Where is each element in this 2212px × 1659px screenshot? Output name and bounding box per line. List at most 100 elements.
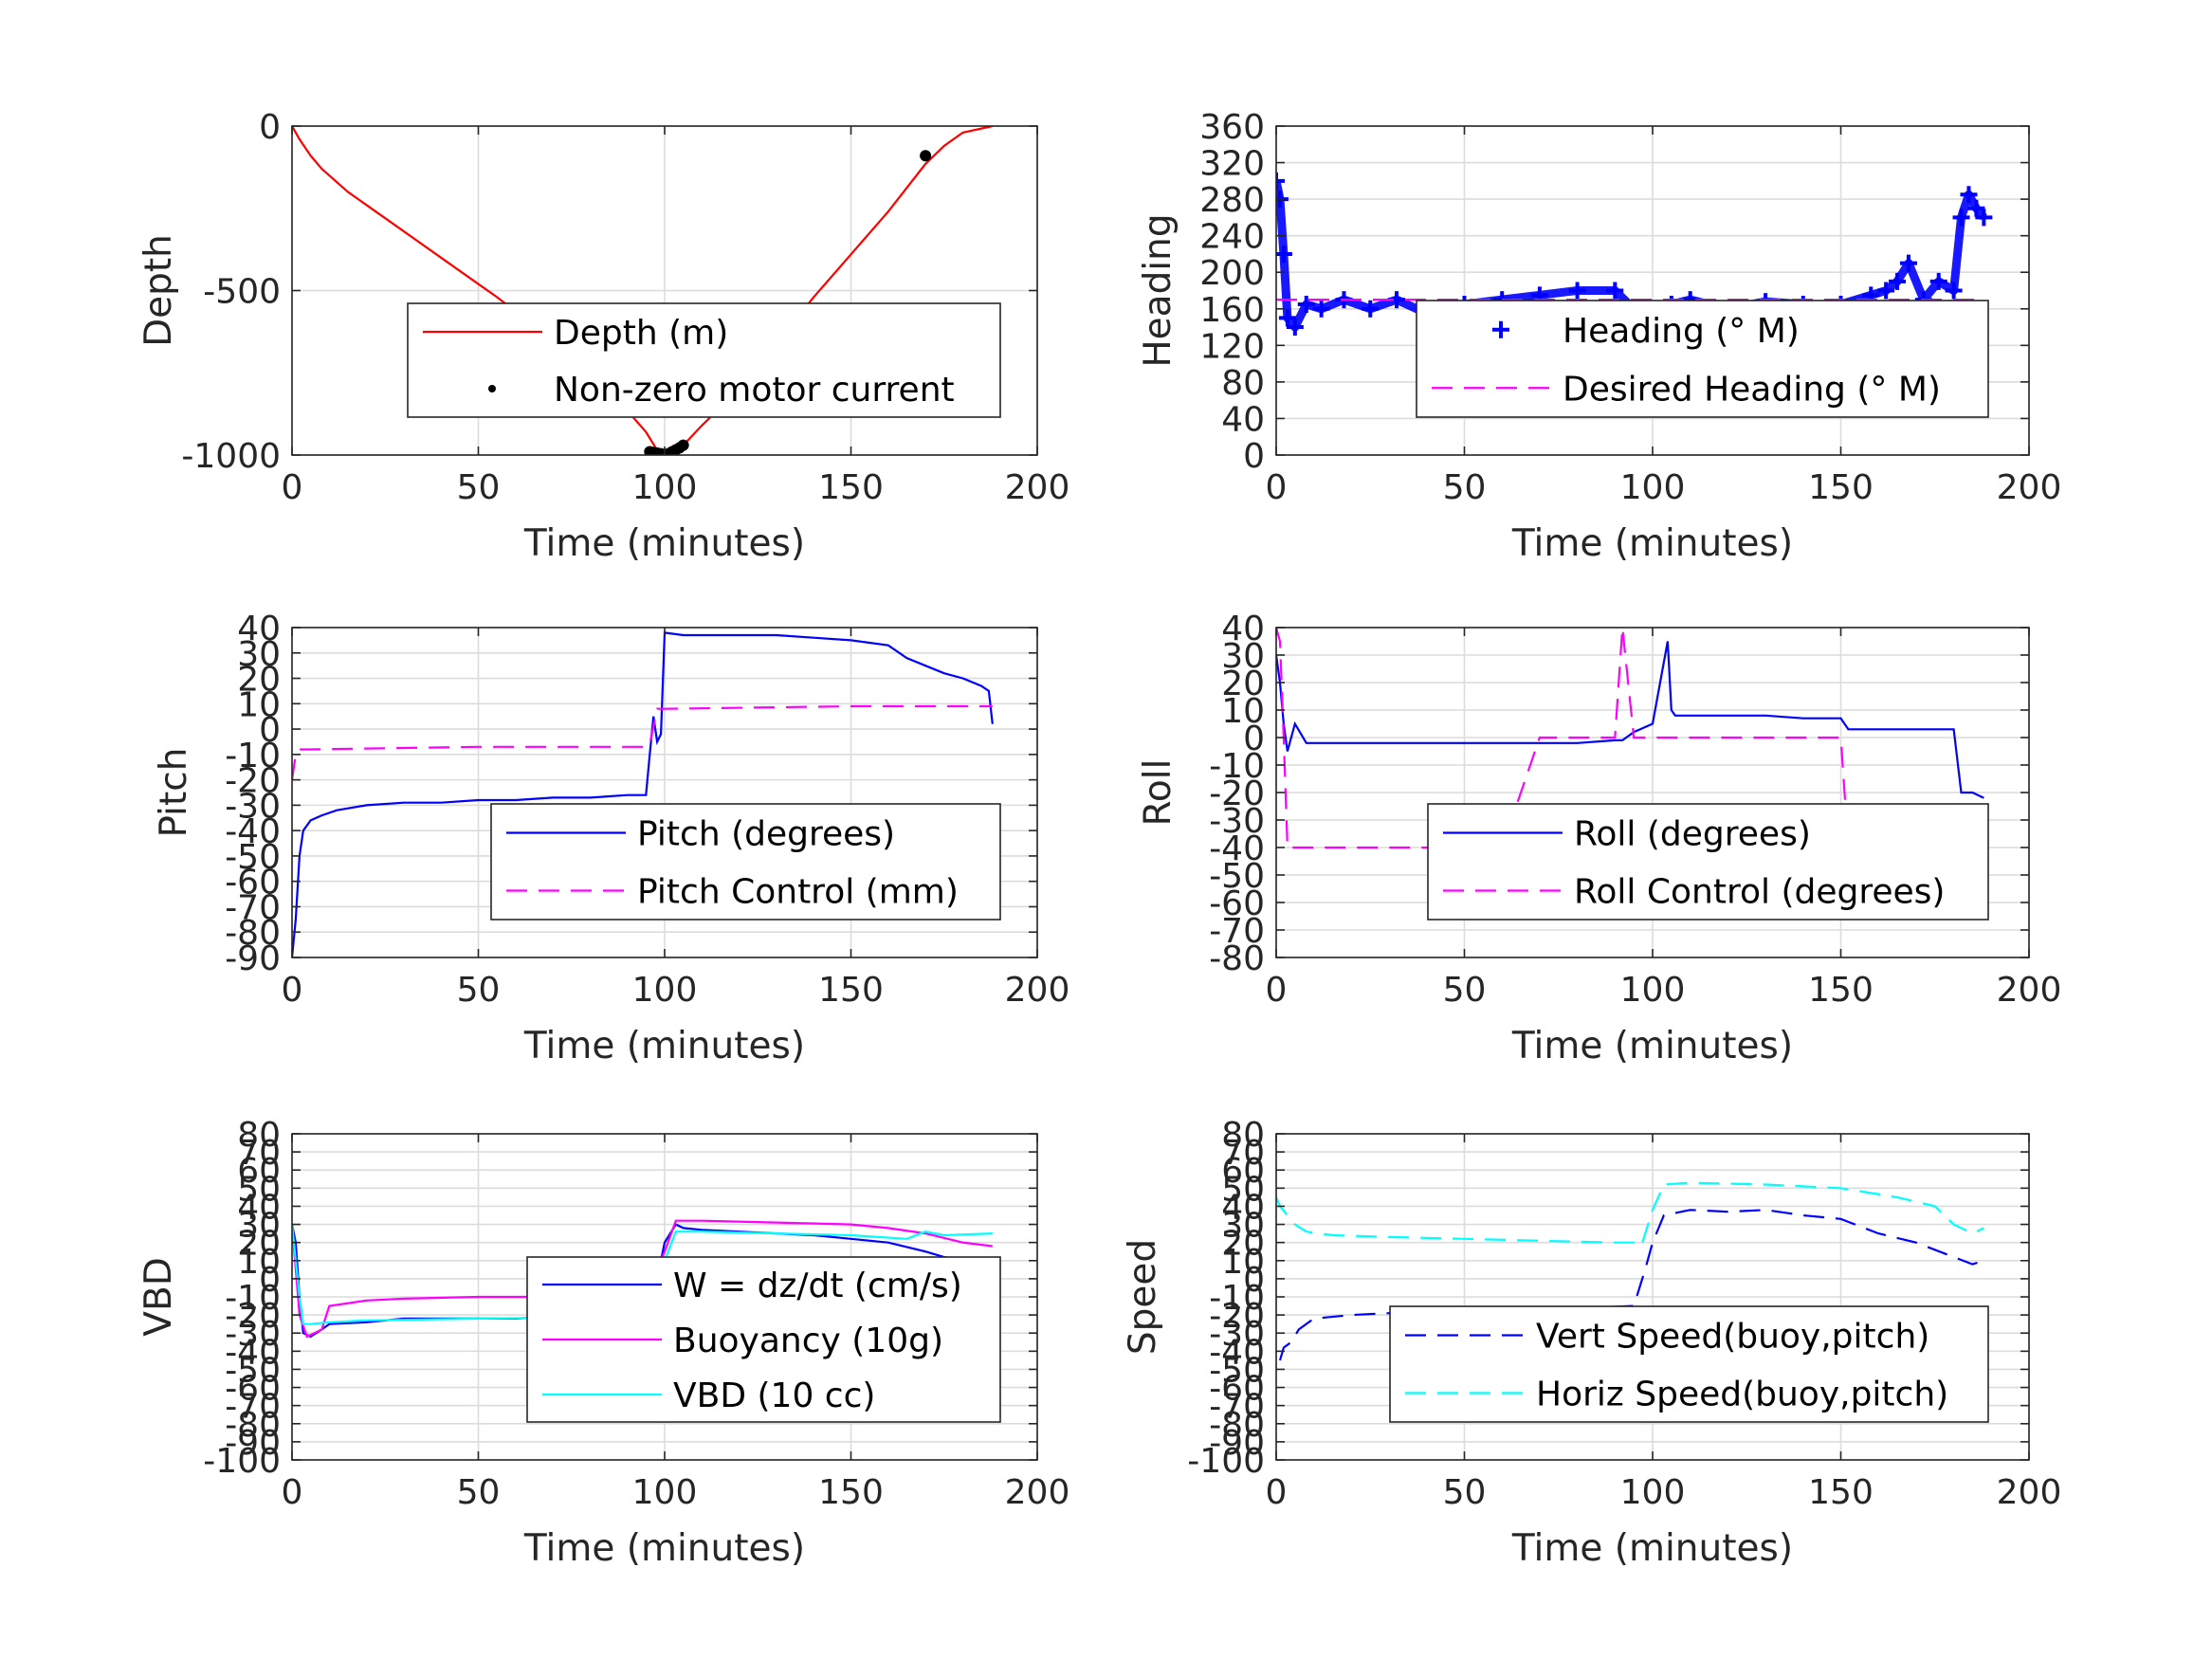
y-tick-label: -10 — [1209, 747, 1265, 786]
y-tick-label: 0 — [259, 108, 281, 147]
y-tick-label: -40 — [1209, 1333, 1265, 1372]
y-axis-label: Heading — [1137, 213, 1179, 367]
x-tick-label: 0 — [1266, 1473, 1288, 1512]
y-tick-label: -1000 — [181, 437, 281, 476]
y-tick-label: 50 — [1221, 1170, 1265, 1209]
y-tick-label: 20 — [1221, 665, 1265, 703]
heading-panel: 0 50 100 150 20004080120160200240280320360Ti… — [1137, 108, 2061, 565]
x-tick-label: 50 — [457, 468, 501, 507]
y-tick-label: 30 — [237, 635, 281, 674]
y-tick-label: 360 — [1199, 108, 1265, 147]
y-tick-label: 40 — [1221, 610, 1265, 648]
y-tick-label: 0 — [1243, 437, 1265, 476]
y-tick-label: 60 — [1221, 1152, 1265, 1191]
x-tick-label: 100 — [632, 468, 698, 507]
series-depth-m-line — [292, 126, 994, 455]
x-tick-label: 0 — [282, 468, 303, 507]
y-tick-label: -60 — [225, 864, 281, 902]
y-tick-label: 0 — [1243, 720, 1265, 758]
legend-label: Heading (° M) — [1563, 312, 1800, 351]
legend-label: Pitch Control (mm) — [637, 873, 959, 912]
legend-label: VBD (10 cc) — [673, 1376, 875, 1415]
legend-label: Vert Speed(buoy,pitch) — [1536, 1318, 1929, 1357]
y-tick-label: -40 — [225, 1333, 281, 1372]
x-tick-label: 200 — [1997, 1473, 2062, 1512]
y-tick-label: -70 — [225, 888, 281, 927]
y-tick-label: 80 — [1221, 364, 1265, 403]
x-axis-label: Time (minutes) — [523, 522, 805, 565]
legend-label: Roll Control (degrees) — [1574, 873, 1945, 912]
y-tick-label: -20 — [225, 1297, 281, 1336]
series-non-zero-motor-current-point — [677, 439, 689, 451]
y-tick-label: -80 — [1209, 1406, 1265, 1445]
y-tick-label: 40 — [1221, 400, 1265, 439]
y-tick-label: 30 — [1221, 637, 1265, 676]
y-tick-label: -90 — [225, 939, 281, 978]
y-tick-label: 0 — [259, 711, 281, 750]
y-tick-label: -70 — [1209, 912, 1265, 951]
series-vert-speed-buoy-pitch-line — [1278, 1209, 1984, 1361]
series-horiz-speed-buoy-pitch-line — [1276, 1181, 1984, 1249]
y-tick-label: 320 — [1199, 145, 1265, 184]
y-tick-label: -90 — [225, 1424, 281, 1463]
y-tick-label: 60 — [237, 1152, 281, 1191]
x-tick-label: 150 — [818, 1473, 884, 1512]
x-tick-label: 0 — [282, 971, 303, 1010]
y-tick-label: -40 — [1209, 830, 1265, 868]
series-roll-control-degrees-line — [1276, 628, 1984, 849]
y-tick-label: 10 — [1221, 692, 1265, 731]
x-tick-label: 200 — [1997, 468, 2062, 507]
y-tick-label: -20 — [1209, 1297, 1265, 1336]
legend-box — [1427, 803, 1989, 921]
y-tick-label: -70 — [1209, 1388, 1265, 1427]
x-tick-label: 100 — [1620, 971, 1686, 1010]
series-roll-degrees-line — [1276, 641, 1984, 799]
x-tick-label: 0 — [282, 1473, 303, 1512]
y-axis-label: Speed — [1122, 1239, 1164, 1355]
legend-label: W = dz/dt (cm/s) — [673, 1267, 962, 1305]
y-tick-label: -20 — [1209, 775, 1265, 813]
x-tick-label: 200 — [1005, 468, 1070, 507]
x-tick-label: 50 — [1443, 1473, 1487, 1512]
x-tick-label: 100 — [1620, 468, 1686, 507]
x-tick-label: 50 — [1443, 971, 1487, 1010]
x-axis-label: Time (minutes) — [1511, 522, 1793, 565]
series-heading-m-point — [1276, 172, 1285, 190]
x-tick-label: 150 — [818, 971, 884, 1010]
legend-label: Horiz Speed(buoy,pitch) — [1536, 1376, 1948, 1414]
y-tick-label: 50 — [237, 1170, 281, 1209]
data-layer — [292, 126, 994, 455]
series-pitch-degrees-line — [292, 631, 994, 957]
x-tick-label: 0 — [1266, 971, 1288, 1010]
legend-box — [1416, 300, 1989, 418]
y-tick-label: 200 — [1199, 254, 1265, 293]
x-tick-label: 200 — [1005, 971, 1070, 1010]
y-tick-label: 120 — [1199, 327, 1265, 366]
y-tick-label: 70 — [1221, 1134, 1265, 1173]
y-tick-label: 40 — [1221, 1188, 1265, 1227]
x-tick-label: 50 — [457, 971, 501, 1010]
y-tick-label: 160 — [1199, 291, 1265, 330]
y-tick-label: -80 — [225, 914, 281, 953]
data-layer — [292, 631, 994, 957]
x-tick-label: 150 — [1808, 1473, 1874, 1512]
speed-panel: 0 50 100 150 200-100-90-80-70-60-50-40-30-20… — [1122, 1116, 2061, 1570]
y-axis-label: Roll — [1137, 759, 1179, 827]
y-tick-label: 10 — [237, 1243, 281, 1282]
x-axis-label: Time (minutes) — [1511, 1025, 1793, 1067]
legend-label: Pitch (degrees) — [637, 815, 895, 854]
y-tick-label: -80 — [1209, 939, 1265, 978]
y-tick-label: 0 — [1243, 1261, 1265, 1300]
y-tick-label: 40 — [237, 610, 281, 648]
y-tick-label: -30 — [1209, 1315, 1265, 1354]
y-tick-label: -10 — [225, 1279, 281, 1318]
y-tick-label: 30 — [237, 1207, 281, 1246]
vbd-panel: 0 50 100 150 200-100-90-80-70-60-50-40-30-20… — [137, 1116, 1069, 1570]
y-tick-label: -50 — [225, 1351, 281, 1390]
y-tick-label: -30 — [225, 1315, 281, 1354]
y-tick-label: 30 — [1221, 1207, 1265, 1246]
y-axis-label: VBD — [137, 1257, 180, 1336]
y-tick-label: 80 — [1221, 1116, 1265, 1155]
y-tick-label: -70 — [225, 1388, 281, 1427]
y-tick-label: -30 — [225, 787, 281, 826]
